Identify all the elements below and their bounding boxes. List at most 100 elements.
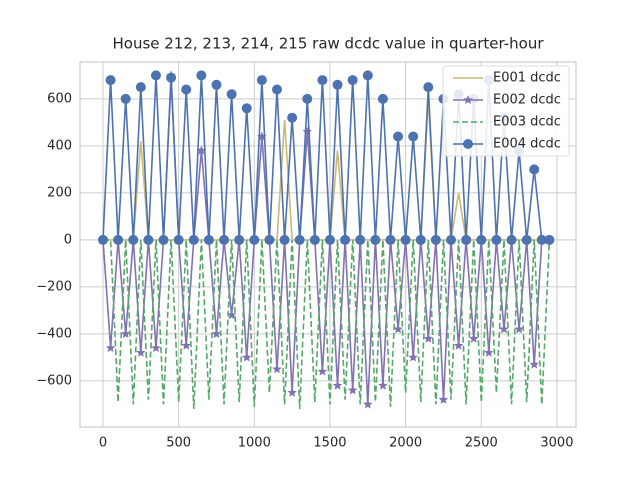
y-tick-label: −400 xyxy=(36,326,72,341)
marker xyxy=(279,234,290,245)
marker xyxy=(453,340,464,350)
marker xyxy=(332,79,343,90)
marker xyxy=(324,234,335,245)
marker xyxy=(347,385,358,395)
marker xyxy=(469,333,479,343)
marker xyxy=(377,93,388,104)
x-tick-label: 1000 xyxy=(238,436,271,451)
legend-marker xyxy=(463,95,473,104)
marker xyxy=(393,324,403,334)
marker xyxy=(347,75,358,86)
marker xyxy=(536,234,547,245)
marker xyxy=(242,352,252,362)
marker xyxy=(181,84,192,95)
marker xyxy=(226,310,237,320)
legend: E001 dcdc E002 dcdc E003 dcdc E004 dcdc xyxy=(442,65,570,157)
marker xyxy=(362,70,373,81)
marker xyxy=(234,234,245,245)
marker xyxy=(332,380,343,390)
marker xyxy=(203,234,214,245)
marker xyxy=(393,131,404,142)
marker xyxy=(120,93,131,104)
marker xyxy=(287,387,297,397)
x-tick-label: 500 xyxy=(166,436,191,451)
marker xyxy=(370,234,381,245)
y-tick-label: −200 xyxy=(36,279,72,294)
marker xyxy=(544,234,555,245)
marker xyxy=(241,103,252,114)
marker xyxy=(491,234,502,245)
x-tick-label: 3000 xyxy=(540,436,573,451)
marker xyxy=(408,352,418,362)
marker xyxy=(166,72,177,83)
marker xyxy=(249,234,260,245)
marker xyxy=(105,75,116,86)
plot-area xyxy=(97,70,555,410)
y-tick-label: 0 xyxy=(64,232,72,247)
x-tick-label: 1500 xyxy=(313,436,346,451)
marker xyxy=(446,234,457,245)
marker xyxy=(363,399,373,409)
marker xyxy=(150,70,161,81)
marker xyxy=(408,131,419,142)
marker xyxy=(529,164,540,175)
marker xyxy=(128,234,139,245)
marker xyxy=(302,93,313,104)
marker xyxy=(423,333,434,343)
marker xyxy=(219,234,230,245)
y-tick-label: 200 xyxy=(47,185,72,200)
plot-frame xyxy=(79,61,577,428)
marker xyxy=(226,89,237,100)
marker xyxy=(135,82,146,93)
marker xyxy=(158,234,169,245)
y-tick-label: 400 xyxy=(47,138,72,153)
marker xyxy=(378,380,388,390)
legend-label: E002 dcdc xyxy=(493,93,561,108)
marker xyxy=(499,324,509,334)
x-tick-label: 2500 xyxy=(465,436,498,451)
marker xyxy=(120,328,131,338)
marker xyxy=(529,359,539,369)
marker xyxy=(173,234,184,245)
marker xyxy=(309,234,320,245)
legend-label: E004 dcdc xyxy=(493,137,561,152)
marker xyxy=(264,234,275,245)
legend-label: E003 dcdc xyxy=(493,115,561,130)
marker xyxy=(136,347,146,357)
marker xyxy=(317,366,328,376)
y-tick-label: 600 xyxy=(47,91,72,106)
marker xyxy=(196,145,207,155)
marker xyxy=(415,234,426,245)
marker xyxy=(340,234,351,245)
marker xyxy=(196,70,207,81)
marker xyxy=(400,234,411,245)
marker xyxy=(484,347,494,357)
marker xyxy=(181,340,191,350)
marker xyxy=(272,364,282,374)
series-line xyxy=(103,239,551,410)
marker xyxy=(287,112,298,123)
marker xyxy=(211,79,222,90)
series-layer xyxy=(97,70,555,410)
chart-title: House 212, 213, 214, 215 raw dcdc value … xyxy=(112,35,544,53)
marker xyxy=(113,234,124,245)
marker xyxy=(143,234,154,245)
x-tick-label: 0 xyxy=(99,436,107,451)
marker xyxy=(151,343,161,353)
legend-marker xyxy=(463,139,473,149)
marker xyxy=(317,75,328,86)
marker xyxy=(476,234,487,245)
marker xyxy=(294,234,305,245)
x-tick-label: 2000 xyxy=(389,436,422,451)
marker xyxy=(514,324,524,334)
legend-box xyxy=(442,65,570,157)
marker xyxy=(188,234,199,245)
marker xyxy=(521,234,532,245)
marker xyxy=(430,234,441,245)
marker xyxy=(97,234,108,245)
marker xyxy=(506,234,517,245)
y-tick-label: −600 xyxy=(36,373,72,388)
marker xyxy=(105,343,116,353)
marker xyxy=(211,328,222,338)
